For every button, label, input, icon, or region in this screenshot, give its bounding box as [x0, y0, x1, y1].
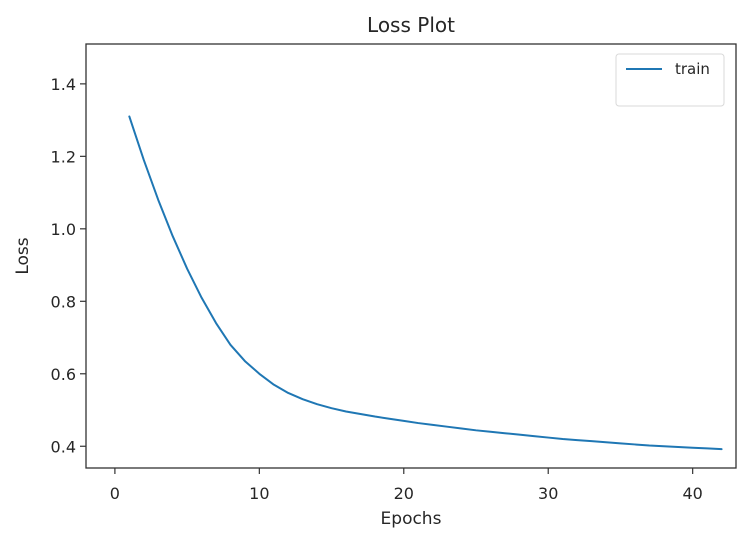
data-point-train-8: [244, 360, 246, 362]
data-point-train-12: [301, 398, 303, 400]
y-tick-label: 0.6: [51, 365, 76, 384]
data-point-train-37: [663, 445, 665, 447]
x-axis-label: Epochs: [381, 509, 442, 529]
data-point-train-15: [345, 410, 347, 412]
x-tick-label: 0: [110, 484, 120, 503]
data-point-train-40: [706, 447, 708, 449]
data-point-train-2: [157, 199, 159, 201]
y-tick-label: 0.8: [51, 292, 76, 311]
data-point-train-26: [504, 432, 506, 434]
data-point-train-3: [171, 235, 173, 237]
x-tick-label: 30: [538, 484, 558, 503]
data-point-train-36: [648, 444, 650, 446]
data-point-train-6: [215, 322, 217, 324]
data-point-train-29: [547, 436, 549, 438]
plot-area-frame: [85, 43, 737, 469]
x-axis-ticks: 0 10 20 30 40: [110, 468, 703, 503]
y-axis-label: Loss: [13, 237, 33, 274]
series-line-train: [128, 115, 723, 451]
data-point-train-13: [316, 403, 318, 405]
data-point-train-16: [359, 413, 361, 415]
data-point-train-10: [273, 383, 275, 385]
y-axis-ticks: 0.4 0.6 0.8 1.0 1.2 1.4: [51, 75, 86, 456]
data-point-train-39: [691, 447, 693, 449]
data-point-train-30: [561, 438, 563, 440]
data-point-train-5: [200, 296, 202, 298]
data-point-train-32: [590, 440, 592, 442]
y-tick-label: 1.0: [51, 220, 76, 239]
x-tick-label: 10: [249, 484, 269, 503]
y-tick-label: 1.2: [51, 147, 76, 166]
chart-title: Loss Plot: [367, 13, 455, 37]
data-point-train-9: [258, 373, 260, 375]
data-point-train-31: [576, 439, 578, 441]
data-point-train-25: [489, 431, 491, 433]
data-point-train-0: [128, 115, 130, 117]
data-point-train-20: [417, 422, 419, 424]
series-layer: [128, 115, 723, 451]
data-point-train-14: [330, 407, 332, 409]
data-point-train-11: [287, 392, 289, 394]
data-point-train-18: [388, 418, 390, 420]
data-point-train-1: [143, 159, 145, 161]
data-point-train-24: [475, 429, 477, 431]
x-tick-label: 40: [682, 484, 702, 503]
data-point-train-23: [460, 427, 462, 429]
y-tick-label: 1.4: [51, 75, 76, 94]
data-point-train-22: [446, 425, 448, 427]
data-point-train-28: [533, 435, 535, 437]
data-point-train-27: [518, 433, 520, 435]
data-point-train-19: [403, 420, 405, 422]
data-point-train-34: [619, 442, 621, 444]
legend-box: [615, 53, 725, 107]
legend: train: [615, 53, 725, 107]
y-tick-label: 0.4: [51, 437, 76, 456]
data-point-train-38: [677, 446, 679, 448]
x-tick-label: 20: [394, 484, 414, 503]
data-point-train-21: [431, 424, 433, 426]
data-point-train-4: [186, 267, 188, 269]
legend-label-train: train: [675, 60, 710, 78]
data-point-train-41: [720, 448, 722, 450]
data-point-train-33: [605, 441, 607, 443]
data-point-train-7: [229, 344, 231, 346]
data-point-train-35: [634, 443, 636, 445]
series-points-train: [128, 115, 723, 450]
data-point-train-17: [374, 415, 376, 417]
